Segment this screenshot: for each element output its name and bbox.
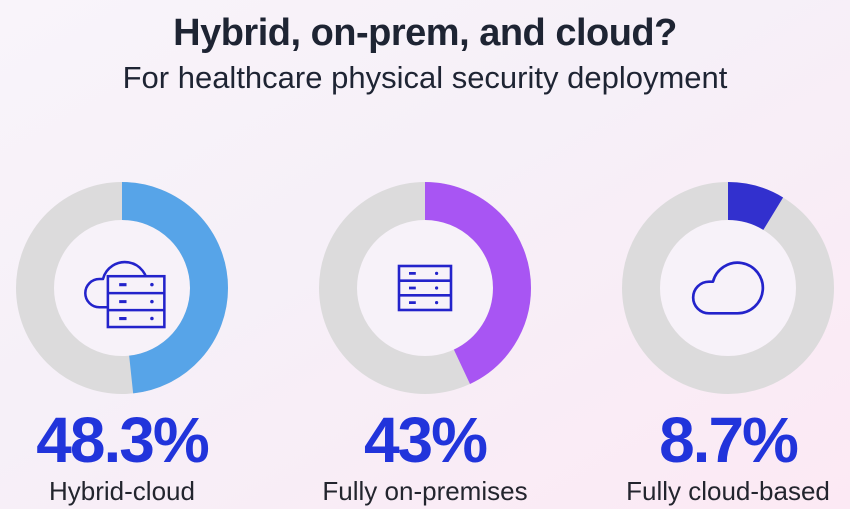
- donut-hole: [357, 219, 493, 356]
- donut-arc: [16, 181, 228, 394]
- category-label: Hybrid-cloud: [49, 475, 195, 506]
- header: Hybrid, on-prem, and cloud? For healthca…: [0, 0, 850, 98]
- donut-svg: [319, 181, 531, 394]
- donut-chart-hybrid-cloud: 48.3% Hybrid-cloud: [16, 181, 228, 507]
- donut-ring-fully-on-premises: [319, 181, 531, 394]
- donut-hole: [660, 219, 796, 356]
- donut-svg: [622, 181, 834, 394]
- donut-ring-hybrid-cloud: [16, 181, 228, 394]
- infographic-subtitle: For healthcare physical security deploym…: [122, 59, 728, 95]
- donut-arc: [319, 181, 531, 394]
- donut-chart-fully-on-premises: 43% Fully on-premises: [319, 181, 531, 507]
- percentage-value: 8.7%: [659, 403, 799, 476]
- donut-chart-fully-cloud-based: 8.7% Fully cloud-based: [622, 181, 834, 507]
- server-icon: [397, 264, 453, 312]
- category-label: Fully cloud-based: [626, 475, 830, 506]
- category-label: Fully on-premises: [322, 475, 528, 506]
- cloud-icon: [691, 261, 765, 315]
- donut-arc: [622, 181, 834, 394]
- charts-row: 48.3% Hybrid-cloud: [0, 181, 850, 507]
- percentage-value: 48.3%: [36, 403, 209, 476]
- infographic-title: Hybrid, on-prem, and cloud?: [173, 12, 677, 54]
- percentage-value: 43%: [363, 403, 488, 476]
- donut-ring-fully-cloud-based: [622, 181, 834, 394]
- cloud-server-icon: [84, 261, 166, 329]
